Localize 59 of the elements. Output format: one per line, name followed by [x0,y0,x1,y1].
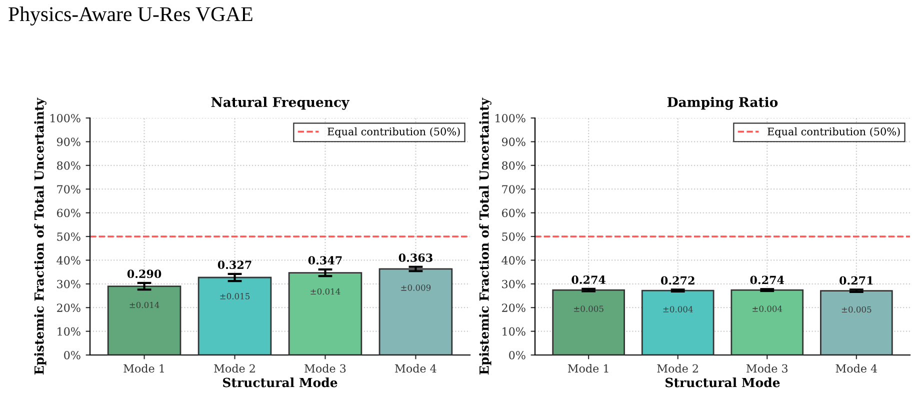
y-tick-label: 100% [496,114,526,122]
annotation: ±0.005 [574,306,604,312]
bar [107,286,182,355]
bar [198,276,272,355]
data-label: 0.363 [398,254,432,262]
data-label: 0.272 [660,276,694,285]
bar [288,272,362,355]
annotation: ±0.004 [752,306,782,312]
bar [378,268,453,355]
annotation: ±0.005 [842,306,872,313]
y-tick-label: 40% [502,256,526,265]
y-tick-label: 90% [502,138,526,146]
y-tick-label: 10% [502,327,526,336]
x-tick-label: Mode 2 [657,364,698,373]
text: Physics-Aware U-Res VGAE [8,6,252,26]
y-tick-label: 30% [502,280,526,288]
data-label: 0.327 [218,260,252,270]
y-tick-label: 50% [57,232,80,241]
data-label: 0.290 [127,270,162,278]
y-tick-label: 60% [502,208,526,218]
annotation: ±0.015 [220,293,250,300]
y-tick-label: 100% [50,114,80,122]
x-tick-label: Mode 2 [214,364,255,373]
y-tick-label: 0% [509,350,526,360]
x-axis-title: Structural Mode [223,378,338,388]
y-tick-label: 10% [58,327,80,336]
x-axis-title: Structural Mode [666,378,780,388]
legend-label: Equal contribution (50%) [768,127,900,138]
y-tick-label: 80% [57,161,80,170]
y-tick-label: 60% [57,208,80,218]
chart-title: Damping Ratio [667,96,778,110]
y-tick-label: 90% [56,138,80,146]
data-label: 0.274 [572,276,606,284]
y-tick-label: 20% [57,304,80,312]
y-tick-label: 70% [57,185,80,194]
chart-title: Natural Frequency [211,96,350,110]
data-label: 0.271 [840,276,873,285]
y-tick-label: 40% [56,256,80,265]
annotation: ±0.014 [130,302,160,308]
x-tick-label: Mode 4 [395,364,436,373]
legend-label: Equal contribution (50%) [328,127,460,138]
y-tick-label: 80% [502,161,526,170]
y-axis-title: Epistemic Fraction of Total Uncertainty [479,98,492,374]
x-tick-label: Mode 4 [836,364,878,373]
y-axis-title: Epistemic Fraction of Total Uncertainty [34,98,46,374]
annotation: ±0.004 [663,306,693,312]
y-tick-label: 70% [502,185,526,194]
y-tick-label: 20% [502,304,526,312]
y-tick-label: 0% [64,350,80,360]
x-tick-label: Mode 3 [746,364,788,373]
data-label: 0.274 [750,276,784,284]
annotation: ±0.014 [310,288,340,295]
x-tick-label: Mode 3 [304,364,346,373]
y-tick-label: 50% [502,232,526,241]
data-label: 0.347 [308,256,342,265]
x-tick-label: Mode 1 [568,364,608,373]
annotation: ±0.009 [401,284,431,291]
y-tick-label: 30% [57,280,80,288]
x-tick-label: Mode 1 [124,364,164,373]
